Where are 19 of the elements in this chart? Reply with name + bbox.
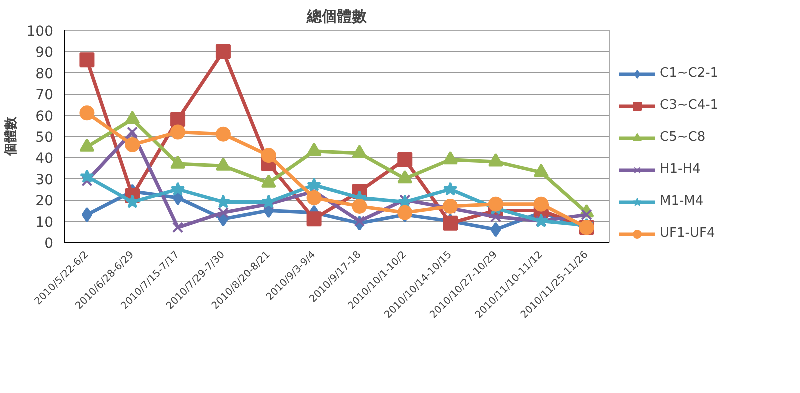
y-tick-label: 100 [26, 24, 54, 40]
y-tick-label: 80 [36, 66, 54, 82]
y-tick-label: 0 [44, 236, 54, 252]
legend-label: UF1-UF4 [660, 226, 716, 241]
y-tick-label: 10 [36, 214, 54, 231]
chart-title: 總個體數 [306, 8, 368, 26]
y-tick-label: 30 [36, 172, 54, 188]
y-tick-label: 60 [36, 108, 54, 125]
legend-label: H1-H4 [660, 162, 701, 177]
legend-label: C1~C2-1 [660, 66, 719, 81]
y-tick-label: 20 [36, 194, 54, 210]
y-axis-title: 個體數 [4, 116, 19, 157]
legend-label: M1-M4 [660, 194, 704, 209]
y-tick-label: 40 [36, 151, 54, 168]
y-tick-label: 50 [36, 130, 54, 146]
y-tick-label: 70 [36, 88, 54, 104]
legend-label: C3~C4-1 [660, 98, 719, 113]
y-tick-label: 90 [36, 45, 54, 62]
legend-label: C5~C8 [660, 130, 706, 145]
